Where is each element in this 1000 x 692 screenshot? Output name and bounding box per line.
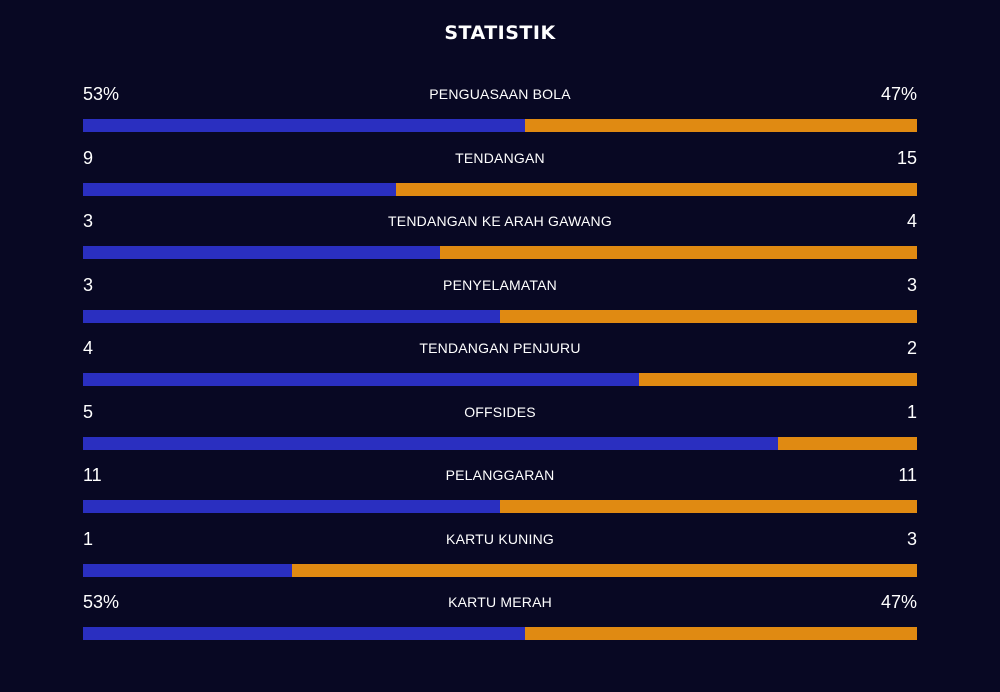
stat-rows: PENGUASAAN BOLA 53% 47% TENDANGAN 9 15 TENDANG… [83, 80, 917, 652]
home-bar-segment [83, 627, 526, 640]
home-bar-segment [83, 436, 778, 450]
home-bar-segment [83, 246, 441, 259]
away-value: 11 [898, 465, 917, 485]
comparison-bar [83, 373, 917, 386]
stat-label: TENDANGAN [455, 149, 545, 166]
stat-row: PENGUASAAN BOLA 53% 47% [83, 80, 917, 144]
stat-label: TENDANGAN PENJURU [419, 340, 581, 356]
stat-row: KARTU MERAH 53% 47% [83, 588, 917, 652]
stat-label: OFFSIDES [464, 403, 536, 420]
away-bar-segment [395, 182, 917, 196]
stat-row: PELANGGARAN 11 11 [83, 461, 917, 525]
home-value: 53% [83, 84, 120, 104]
stat-label: PELANGGARAN [445, 467, 555, 483]
stat-row: KARTU KUNING 1 3 [83, 525, 917, 589]
home-bar-segment [83, 500, 500, 513]
home-value: 53% [83, 592, 120, 612]
home-value: 1 [83, 528, 94, 549]
stat-label: TENDANGAN KE ARAH GAWANG [388, 213, 612, 229]
comparison-bar [83, 119, 917, 132]
home-value: 9 [83, 147, 94, 168]
stat-row: TENDANGAN 9 15 [83, 144, 917, 208]
away-value: 1 [906, 401, 917, 422]
stat-row-header: OFFSIDES 5 1 [83, 398, 917, 436]
home-bar-segment [83, 563, 292, 577]
stat-row: TENDANGAN PENJURU 4 2 [83, 334, 917, 398]
away-value: 2 [906, 338, 917, 358]
comparison-bar [83, 500, 917, 513]
away-value: 47% [880, 84, 917, 104]
panel-title: STATISTIK [444, 22, 556, 44]
comparison-bar [83, 627, 917, 640]
comparison-bar [83, 182, 917, 196]
home-bar-segment [83, 309, 500, 323]
stat-label: PENGUASAAN BOLA [429, 86, 571, 102]
stat-row-header: KARTU MERAH 53% 47% [83, 588, 917, 626]
stat-label: KARTU MERAH [448, 594, 552, 610]
home-value: 3 [83, 211, 94, 231]
home-bar-segment [83, 119, 526, 132]
stat-row: TENDANGAN KE ARAH GAWANG 3 4 [83, 207, 917, 271]
stat-row-header: PENYELAMATAN 3 3 [83, 271, 917, 309]
away-bar-segment [500, 309, 917, 323]
away-bar-segment [500, 500, 917, 513]
home-bar-segment [83, 373, 640, 386]
stat-row: PENYELAMATAN 3 3 [83, 271, 917, 335]
comparison-bar [83, 563, 917, 577]
stat-row: OFFSIDES 5 1 [83, 398, 917, 462]
away-bar-segment [525, 627, 917, 640]
away-bar-segment [525, 119, 917, 132]
stat-label: PENYELAMATAN [443, 276, 557, 293]
away-bar-segment [777, 436, 917, 450]
away-value: 47% [880, 592, 917, 612]
stat-row-header: TENDANGAN KE ARAH GAWANG 3 4 [83, 207, 917, 245]
away-value: 4 [906, 211, 917, 231]
home-bar-segment [83, 182, 396, 196]
away-value: 3 [906, 274, 917, 295]
home-value: 3 [83, 274, 94, 295]
away-bar-segment [639, 373, 917, 386]
stat-label: KARTU KUNING [446, 530, 554, 547]
comparison-bar [83, 309, 917, 323]
stat-row-header: PENGUASAAN BOLA 53% 47% [83, 80, 917, 118]
stat-row-header: PELANGGARAN 11 11 [83, 461, 917, 499]
stat-row-header: TENDANGAN PENJURU 4 2 [83, 334, 917, 372]
away-value: 3 [906, 528, 917, 549]
stat-row-header: TENDANGAN 9 15 [83, 144, 917, 182]
home-value: 5 [83, 401, 94, 422]
away-bar-segment [440, 246, 917, 259]
home-value: 11 [83, 465, 102, 485]
comparison-bar [83, 246, 917, 259]
stat-row-header: KARTU KUNING 1 3 [83, 525, 917, 563]
comparison-bar [83, 436, 917, 450]
away-bar-segment [291, 563, 917, 577]
home-value: 4 [83, 338, 94, 358]
away-value: 15 [896, 147, 917, 168]
